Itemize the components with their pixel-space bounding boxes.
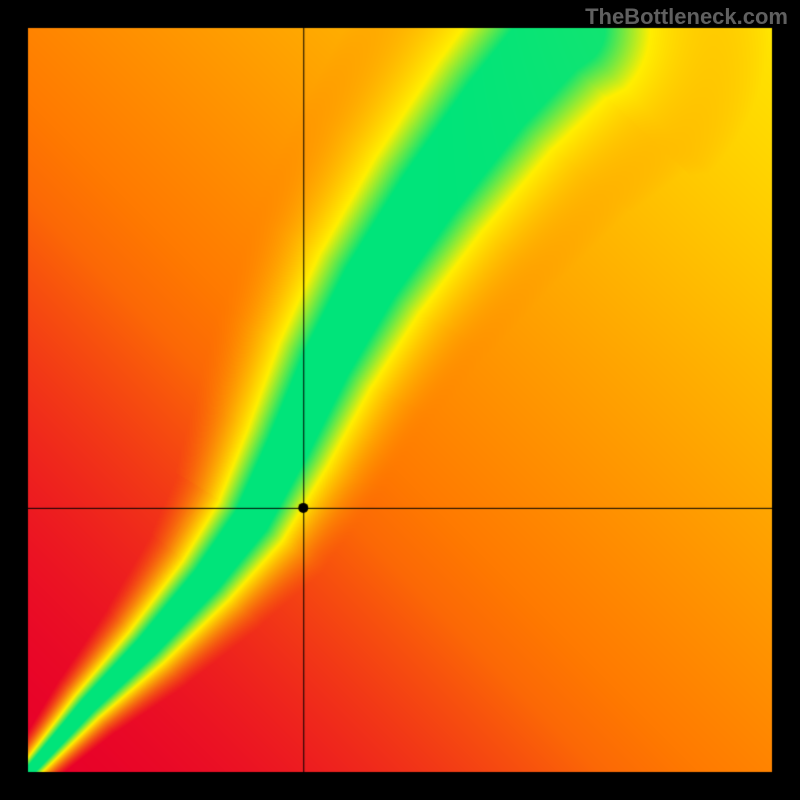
heatmap-canvas (0, 0, 800, 800)
chart-container: TheBottleneck.com (0, 0, 800, 800)
watermark-text: TheBottleneck.com (585, 4, 788, 30)
